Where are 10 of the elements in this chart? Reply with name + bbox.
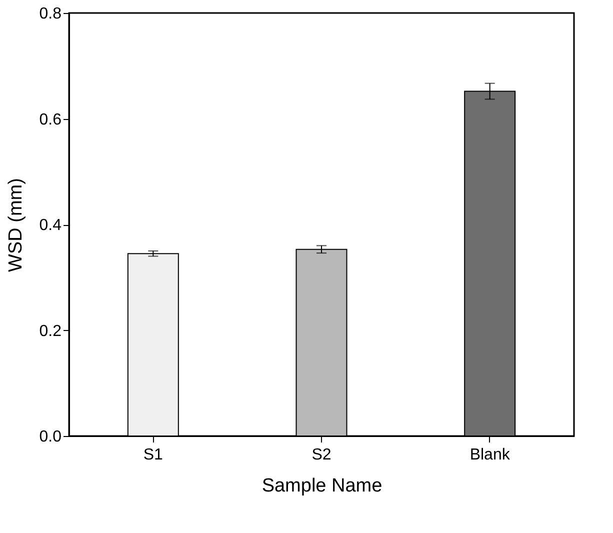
y-tick-label: 0.0 [39,428,62,446]
x-tick-label: S2 [312,446,332,464]
x-tick-label: Blank [470,446,511,464]
x-axis-title: Sample Name [262,476,382,496]
y-tick-label: 0.6 [39,111,62,128]
y-tick-label: 0.2 [39,322,62,340]
y-axis-title: WSD (mm) [5,178,26,272]
y-tick-label: 0.4 [39,217,62,234]
x-tick-label: S1 [143,446,164,464]
y-tick-label: 0.8 [39,6,62,22]
